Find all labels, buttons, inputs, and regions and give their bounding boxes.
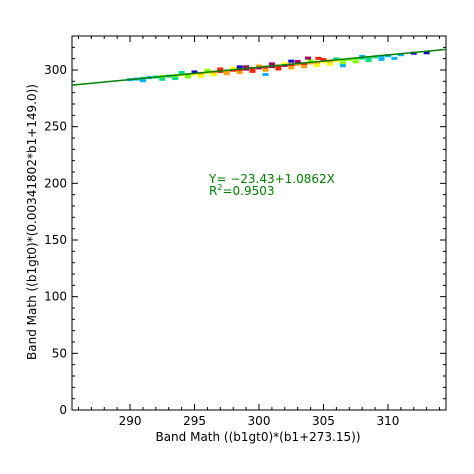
data-point xyxy=(307,59,314,63)
data-point xyxy=(230,66,237,70)
data-point xyxy=(268,62,275,66)
data-point xyxy=(204,68,211,72)
x-tick-label: 300 xyxy=(248,414,271,428)
data-point xyxy=(397,53,404,57)
x-tick-label: 295 xyxy=(183,414,206,428)
equation-body: −23.43+1.0862X xyxy=(230,172,335,186)
fit-line xyxy=(71,48,447,86)
data-point xyxy=(262,73,269,77)
data-point xyxy=(139,79,146,83)
data-point xyxy=(301,65,308,69)
data-point xyxy=(339,64,346,68)
y-tick-label: 300 xyxy=(44,63,67,77)
data-point xyxy=(314,63,321,67)
y-tick-label: 100 xyxy=(44,290,67,304)
y-tick-label: 0 xyxy=(59,403,67,417)
y-tick-label: 50 xyxy=(52,346,67,360)
data-point xyxy=(197,74,204,78)
data-point xyxy=(172,77,179,80)
y-axis-title: Band Math ((b1gt0)*(0.00341802*b1+149.0)… xyxy=(25,84,39,360)
y-tick-label: 250 xyxy=(44,120,67,134)
data-point xyxy=(288,59,295,63)
data-point xyxy=(275,67,282,71)
x-tick-label: 310 xyxy=(377,414,400,428)
x-axis-title: Band Math ((b1gt0)*(b1+273.15)) xyxy=(155,430,360,444)
data-point xyxy=(236,65,243,69)
data-point xyxy=(384,54,391,58)
data-point xyxy=(281,62,288,66)
data-point xyxy=(333,57,340,61)
tick-labels: 290 295 300 305 310 0 50 100 150 200 250 300 xyxy=(44,63,399,428)
equation-y: Y xyxy=(208,172,217,186)
data-point xyxy=(243,65,250,69)
data-point xyxy=(236,70,243,74)
data-point xyxy=(352,60,359,64)
data-point xyxy=(320,58,327,62)
regression-equation: Y= −23.43+1.0862X xyxy=(208,172,335,186)
x-tick-label: 305 xyxy=(312,414,335,428)
data-point xyxy=(223,72,230,76)
data-point xyxy=(256,64,262,68)
data-point xyxy=(326,62,333,66)
data-point xyxy=(391,56,398,60)
data-point xyxy=(178,70,185,74)
data-point xyxy=(217,67,224,71)
data-point xyxy=(191,70,198,74)
data-point xyxy=(365,59,372,63)
data-point xyxy=(378,57,385,61)
data-point xyxy=(210,73,217,77)
equation-equals: = xyxy=(216,172,230,186)
data-point xyxy=(305,56,312,60)
data-point xyxy=(249,69,256,73)
data-point xyxy=(315,56,322,60)
axis-ticks xyxy=(72,35,446,411)
data-point xyxy=(262,68,269,72)
y-tick-label: 150 xyxy=(44,233,67,247)
plot-area xyxy=(71,35,447,411)
r2-sup: 2 xyxy=(217,183,222,192)
x-tick-label: 290 xyxy=(119,414,142,428)
data-point xyxy=(423,51,430,55)
data-point xyxy=(288,66,295,70)
fit-line-group xyxy=(71,48,447,86)
data-point xyxy=(359,54,366,58)
data-point xyxy=(159,77,166,81)
r2-r: R xyxy=(209,184,217,198)
r2-value: =0.9503 xyxy=(222,184,274,198)
data-point xyxy=(294,60,301,63)
y-tick-label: 200 xyxy=(44,176,67,190)
data-point xyxy=(185,75,192,79)
r-squared: R2=0.9503 xyxy=(209,183,274,198)
data-point xyxy=(339,61,346,65)
